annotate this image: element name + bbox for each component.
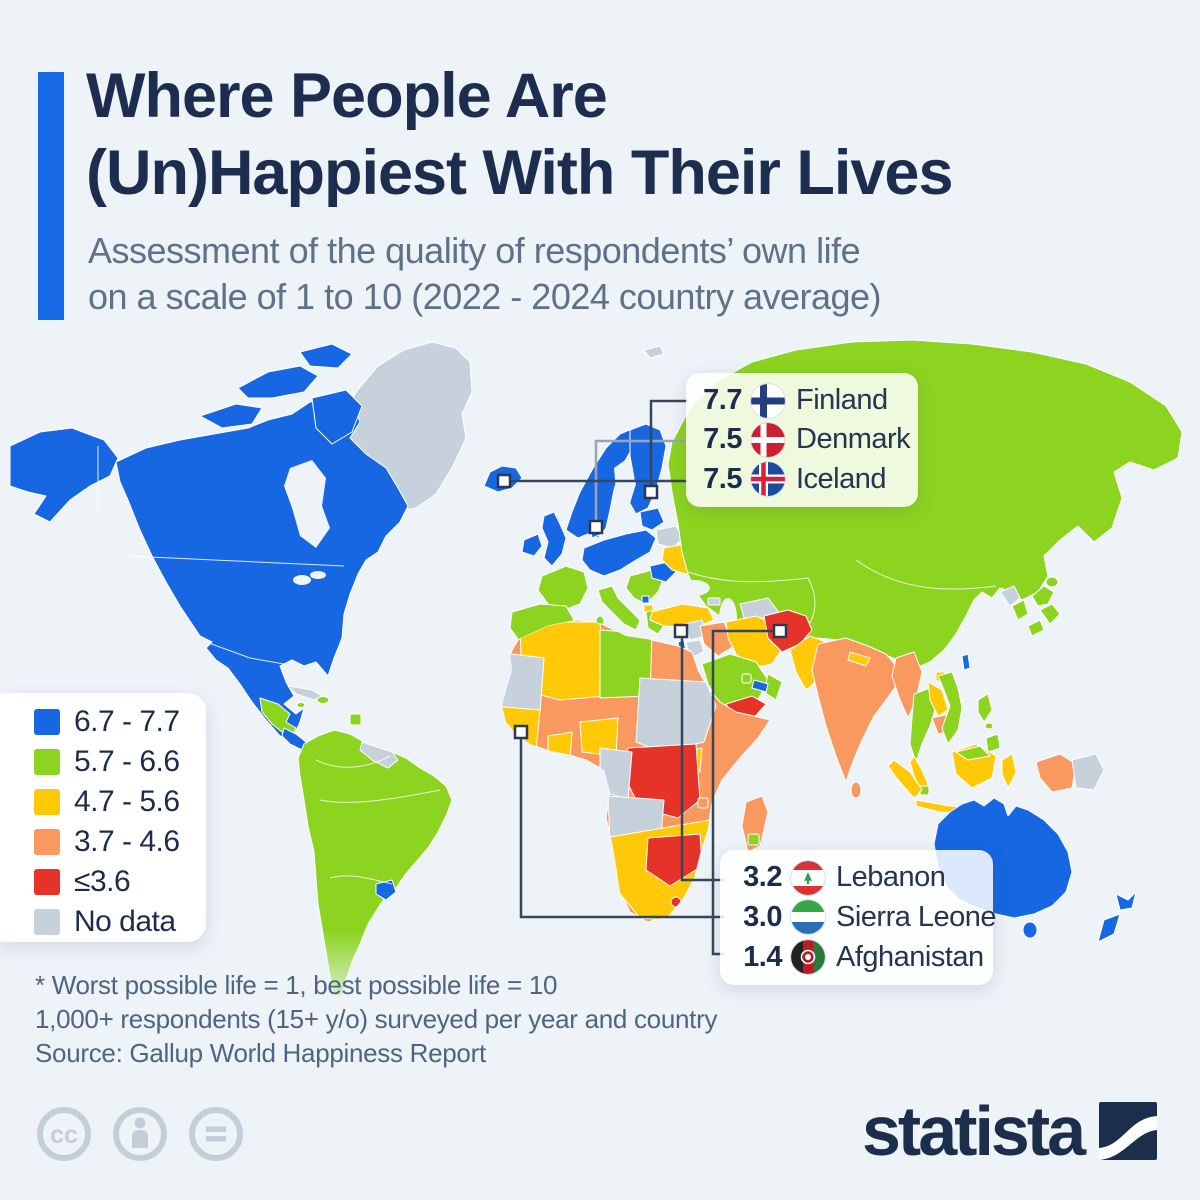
legend-swatch-green — [34, 749, 60, 775]
title-line-2: (Un)Happiest With Their Lives — [86, 138, 954, 208]
legend-item: 4.7 - 5.6 — [34, 782, 206, 822]
legend-swatch-yellow — [34, 789, 60, 815]
accent-bar — [38, 72, 64, 320]
subtitle: Assessment of the quality of respondents… — [88, 228, 882, 320]
map-marker-sierra-leone — [513, 724, 529, 740]
callout-happiest: 7.7 Finland 7.5 Denmark 7.5 — [686, 373, 918, 507]
callout-row-afghanistan: 1.4 Afghanistan — [720, 940, 993, 975]
afghanistan-flag-icon — [791, 940, 825, 975]
statista-logo: statista — [862, 1092, 1158, 1170]
lebanon-flag-icon — [791, 860, 825, 895]
iceland-flag-icon — [751, 462, 785, 497]
region-japan — [1027, 585, 1061, 637]
denmark-flag-icon — [751, 422, 785, 457]
callout-row-denmark: 7.5 Denmark — [686, 422, 918, 457]
region-afghanistan — [763, 609, 813, 653]
attribution-icon — [113, 1107, 167, 1161]
creative-commons-icon: cc — [37, 1107, 91, 1161]
legend-label: ≤3.6 — [74, 865, 131, 898]
country-name: Sierra Leone — [836, 900, 997, 933]
region-central-america — [259, 697, 297, 737]
svg-text:cc: cc — [50, 1121, 78, 1149]
title-line-1: Where People Are — [86, 61, 608, 131]
callout-row-sierra-leone: 3.0 Sierra Leone — [720, 900, 997, 935]
map-marker-denmark — [588, 519, 604, 535]
score-value: 7.7 — [703, 384, 742, 417]
score-value: 7.5 — [703, 462, 742, 495]
map-marker-finland — [643, 484, 659, 500]
legend-item: 6.7 - 7.7 — [34, 702, 206, 742]
legend-swatch-blue — [34, 709, 60, 735]
callout-row-finland: 7.7 Finland — [686, 383, 918, 418]
footnote-line-1: * Worst possible life = 1, best possible… — [35, 970, 558, 1000]
map-marker-afghanistan — [772, 623, 788, 639]
page-title: Where People Are (Un)Happiest With Their… — [86, 58, 954, 212]
map-marker-lebanon — [673, 623, 689, 639]
source-note: Source: Gallup World Happiness Report — [35, 1038, 486, 1068]
score-value: 3.2 — [743, 861, 782, 894]
subtitle-line-2: on a scale of 1 to 10 (2022 - 2024 count… — [88, 276, 882, 317]
legend-label: 5.7 - 6.6 — [74, 745, 180, 778]
score-value: 3.0 — [743, 900, 782, 933]
country-name: Iceland — [796, 462, 887, 495]
legend-item: ≤3.6 — [34, 862, 206, 902]
statista-logo-mark-icon — [1099, 1102, 1158, 1160]
footnote-line-2: 1,000+ respondents (15+ y/o) surveyed pe… — [35, 1004, 718, 1034]
finland-flag-icon — [751, 383, 785, 418]
legend-label: 4.7 - 5.6 — [74, 785, 180, 818]
sierra-leone-flag-icon — [791, 900, 825, 935]
no-derivatives-icon — [189, 1107, 243, 1161]
footnote: * Worst possible life = 1, best possible… — [35, 968, 717, 1036]
legend-swatch-orange — [34, 829, 60, 855]
region-guyanas — [359, 741, 399, 769]
country-name: Denmark — [796, 423, 911, 456]
legend-swatch-gray — [34, 909, 60, 935]
legend: 6.7 - 7.7 5.7 - 6.6 4.7 - 5.6 3.7 - 4.6 … — [0, 693, 206, 942]
callout-row-iceland: 7.5 Iceland — [686, 462, 918, 497]
region-cuba — [287, 685, 323, 701]
score-value: 7.5 — [703, 423, 742, 456]
country-name: Finland — [796, 384, 888, 417]
license-icons: cc — [36, 1106, 244, 1162]
callout-row-lebanon: 3.2 Lebanon — [720, 860, 993, 895]
legend-item: 3.7 - 4.6 — [34, 822, 206, 862]
region-north-america — [9, 343, 409, 741]
legend-label: 3.7 - 4.6 — [74, 825, 180, 858]
country-name: Lebanon — [836, 861, 946, 894]
subtitle-line-1: Assessment of the quality of respondents… — [88, 230, 861, 271]
legend-item: No data — [34, 902, 206, 942]
region-uruguay — [375, 879, 397, 901]
country-name: Afghanistan — [836, 940, 984, 973]
legend-label: No data — [74, 905, 176, 938]
score-value: 1.4 — [743, 940, 782, 973]
region-southeast-asia — [887, 651, 1105, 821]
region-india — [811, 637, 899, 783]
callout-connectors — [509, 399, 774, 956]
region-taiwan — [961, 653, 971, 671]
statista-logo-text: statista — [862, 1092, 1086, 1170]
legend-item: 5.7 - 6.6 — [34, 742, 206, 782]
callout-unhappiest: 3.2 Lebanon 3.0 Sierra Leone — [720, 850, 997, 985]
map-marker-iceland — [496, 473, 512, 489]
legend-swatch-red — [34, 869, 60, 895]
legend-label: 6.7 - 7.7 — [74, 705, 180, 738]
